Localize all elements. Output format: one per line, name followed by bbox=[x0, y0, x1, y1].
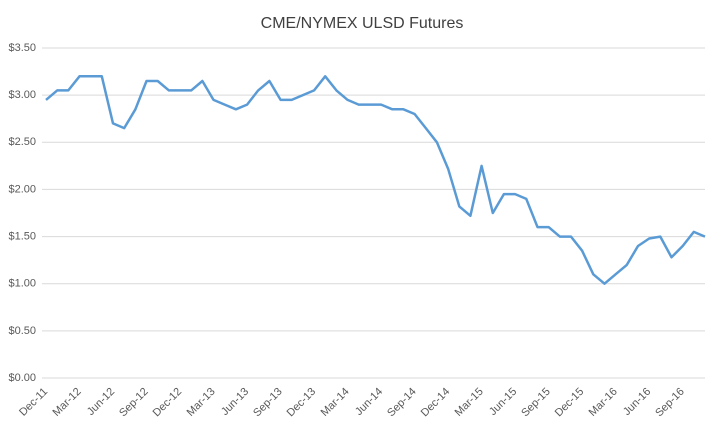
x-tick-label: Sep-15 bbox=[519, 386, 553, 420]
y-tick-label: $3.00 bbox=[8, 89, 36, 101]
x-tick-label: Jun-16 bbox=[621, 386, 653, 418]
y-tick-label: $2.50 bbox=[8, 136, 36, 148]
y-tick-label: $1.50 bbox=[8, 230, 36, 242]
data-line bbox=[45, 75, 706, 285]
x-tick-label: Mar-16 bbox=[587, 386, 620, 419]
x-tick-label: Sep-13 bbox=[251, 386, 285, 420]
x-tick-label: Jun-13 bbox=[219, 386, 251, 418]
chart-title: CME/NYMEX ULSD Futures bbox=[261, 15, 464, 32]
y-tick-label: $3.50 bbox=[8, 42, 36, 54]
x-tick-label: Dec-15 bbox=[553, 386, 587, 420]
y-tick-label: $1.00 bbox=[8, 278, 36, 290]
x-tick-label: Mar-15 bbox=[453, 386, 486, 419]
x-tick-label: Sep-16 bbox=[653, 386, 687, 420]
x-tick-label: Mar-13 bbox=[185, 386, 218, 419]
x-tick-label: Dec-14 bbox=[419, 386, 453, 420]
x-tick-label: Jun-14 bbox=[353, 386, 385, 418]
x-tick-label: Jun-12 bbox=[85, 386, 117, 418]
x-tick-label: Dec-13 bbox=[285, 386, 319, 420]
x-tick-label: Jun-15 bbox=[487, 386, 519, 418]
x-tick-label: Dec-11 bbox=[17, 386, 50, 419]
y-tick-label: $2.00 bbox=[8, 183, 36, 195]
y-tick-label: $0.00 bbox=[8, 372, 36, 384]
x-tick-label: Dec-12 bbox=[151, 386, 185, 420]
x-tick-label: Sep-12 bbox=[117, 386, 151, 420]
x-tick-label: Sep-14 bbox=[385, 386, 419, 420]
y-tick-label: $0.50 bbox=[8, 325, 36, 337]
x-tick-label: Mar-12 bbox=[51, 386, 84, 419]
x-tick-label: Mar-14 bbox=[319, 386, 352, 419]
